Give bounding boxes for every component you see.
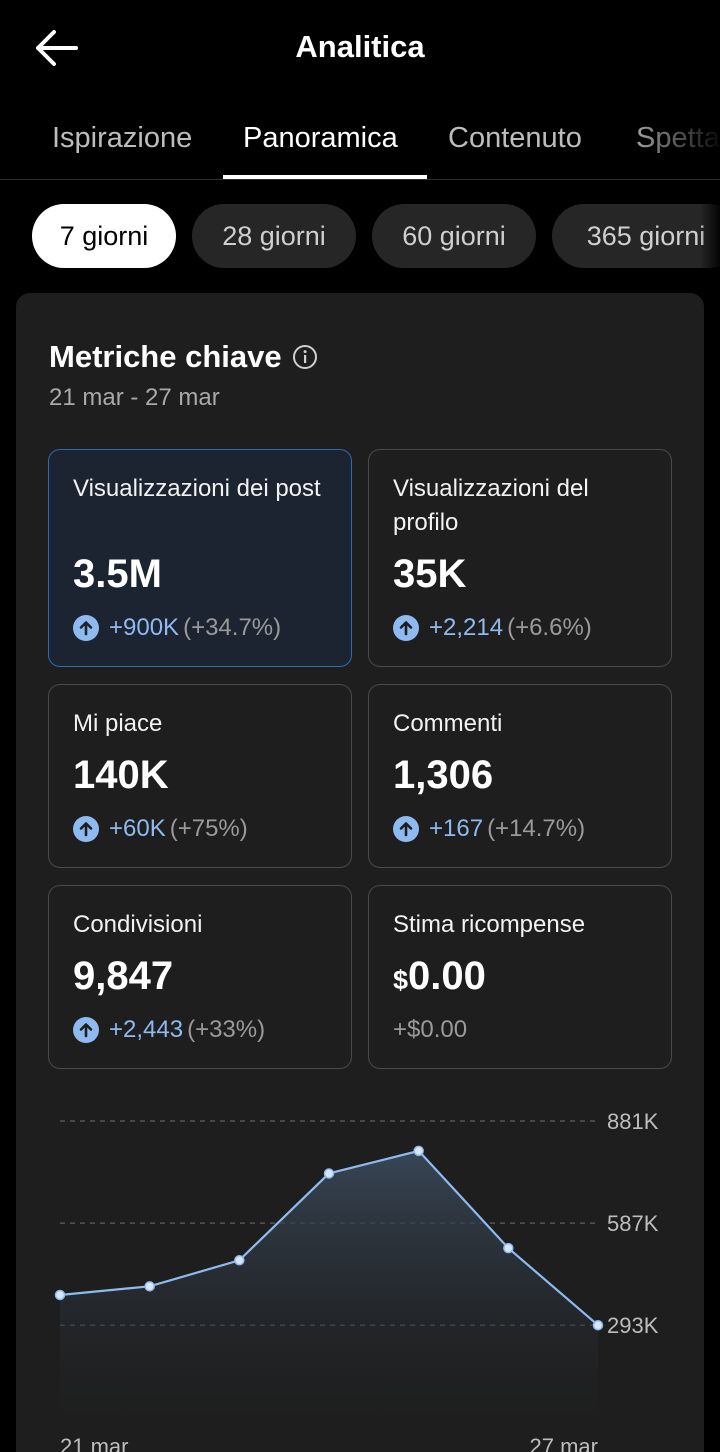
- metric-label: Stima ricompense: [393, 911, 586, 938]
- data-point: [592, 1319, 604, 1331]
- metric-card-comments[interactable]: Commenti 1,306 +167 (+14.7%): [368, 684, 672, 868]
- reward-amount: 0.00: [408, 954, 486, 998]
- delta-absolute: +2,214: [429, 614, 504, 641]
- arrow-up-circle-icon: [73, 615, 99, 641]
- tab-ispirazione[interactable]: Ispirazione: [52, 122, 193, 154]
- metric-label: Visualizzazioni del profilo: [393, 475, 589, 536]
- panel-heading: Metriche chiave: [49, 339, 318, 375]
- tab-spettatori[interactable]: Spettatori: [636, 122, 720, 154]
- delta-absolute: +900K: [109, 614, 180, 641]
- data-point: [54, 1289, 66, 1301]
- arrow-up-circle-icon: [73, 1017, 99, 1043]
- delta-absolute: +2,443: [109, 1016, 184, 1043]
- chart-canvas: 293K 587K 881K 21 mar 27 mar: [54, 1109, 659, 1452]
- y-tick-label: 881K: [607, 1109, 659, 1134]
- metric-value: 140K: [73, 753, 169, 797]
- range-chip-28[interactable]: 28 giorni: [192, 204, 356, 268]
- metric-card-profile-views[interactable]: Visualizzazioni del profilo 35K +2,214 (…: [368, 449, 672, 667]
- currency-symbol: $: [393, 965, 409, 995]
- metric-value: 3.5M: [73, 552, 162, 596]
- data-point: [413, 1145, 424, 1157]
- metric-value: 9,847: [73, 954, 174, 998]
- metric-value: $0.00: [393, 954, 486, 999]
- tab-contenuto[interactable]: Contenuto: [448, 122, 582, 154]
- metric-delta: +2,443 (+33%): [73, 1016, 265, 1044]
- metric-card-post-views[interactable]: Visualizzazioni dei post 3.5M +900K (+34…: [48, 449, 352, 667]
- metric-label: Visualizzazioni dei post: [73, 475, 321, 502]
- delta-percent: (+14.7%): [487, 815, 586, 842]
- metric-value: 1,306: [393, 753, 494, 797]
- arrow-up-circle-icon: [393, 615, 419, 641]
- chips-scroll-fade: [700, 204, 720, 270]
- x-tick-label: 27 mar: [530, 1434, 598, 1452]
- metric-label: Condivisioni: [73, 911, 203, 938]
- post-views-chart: 293K 587K 881K 21 mar 27 mar: [0, 1090, 720, 1452]
- delta-absolute: +$0.00: [393, 1016, 468, 1043]
- metric-delta: +2,214 (+6.6%): [393, 614, 592, 642]
- metric-delta: +$0.00: [393, 1016, 467, 1044]
- arrow-left-icon: [36, 30, 78, 66]
- series-area: [60, 1150, 598, 1427]
- tab-bar: Ispirazione Panoramica Contenuto Spettat…: [0, 96, 720, 180]
- arrow-up-circle-icon: [393, 816, 419, 842]
- metric-card-likes[interactable]: Mi piace 140K +60K (+75%): [48, 684, 352, 868]
- panel-title: Metriche chiave: [49, 339, 282, 374]
- x-tick-label: 21 mar: [60, 1434, 128, 1452]
- delta-percent: (+33%): [187, 1016, 266, 1043]
- tab-panoramica[interactable]: Panoramica: [243, 122, 398, 154]
- active-tab-indicator: [223, 175, 427, 179]
- metric-card-shares[interactable]: Condivisioni 9,847 +2,443 (+33%): [48, 885, 352, 1069]
- delta-percent: (+34.7%): [183, 614, 282, 641]
- info-icon[interactable]: [292, 344, 318, 370]
- metric-label: Mi piace: [73, 710, 163, 737]
- y-tick-label: 293K: [607, 1313, 659, 1338]
- date-range: 21 mar - 27 mar: [49, 384, 220, 411]
- range-chip-365[interactable]: 365 giorni: [552, 204, 720, 268]
- data-point: [503, 1242, 514, 1254]
- range-chip-60[interactable]: 60 giorni: [372, 204, 536, 268]
- metric-delta: +167 (+14.7%): [393, 815, 585, 843]
- delta-percent: (+6.6%): [507, 614, 592, 641]
- delta-absolute: +60K: [109, 815, 166, 842]
- delta-percent: (+75%): [169, 815, 248, 842]
- app-header: Analitica: [0, 0, 720, 96]
- metric-label: Commenti: [393, 710, 503, 737]
- data-point: [323, 1168, 335, 1179]
- data-point: [234, 1255, 245, 1266]
- range-selector: 7 giorni 28 giorni 60 giorni 365 giorni: [0, 204, 720, 270]
- metric-delta: +60K (+75%): [73, 815, 248, 843]
- key-metrics-panel: Metriche chiave 21 mar - 27 mar Visualiz…: [16, 293, 704, 1452]
- data-point: [144, 1281, 155, 1292]
- y-tick-label: 587K: [607, 1211, 659, 1236]
- metric-value: 35K: [393, 552, 467, 596]
- arrow-up-circle-icon: [73, 816, 99, 842]
- range-chip-7[interactable]: 7 giorni: [32, 204, 176, 268]
- back-button[interactable]: [30, 22, 82, 74]
- delta-absolute: +167: [429, 815, 484, 842]
- metric-delta: +900K (+34.7%): [73, 614, 281, 642]
- metric-card-rewards[interactable]: Stima ricompense $0.00 +$0.00: [368, 885, 672, 1069]
- page-title: Analitica: [295, 29, 425, 64]
